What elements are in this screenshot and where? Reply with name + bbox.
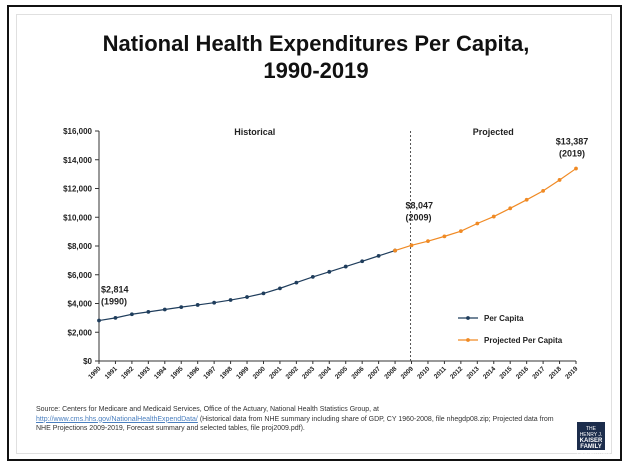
x-tick-label: 2001	[268, 365, 283, 380]
section-label-historical: Historical	[234, 127, 275, 137]
y-tick-label: $10,000	[63, 213, 92, 222]
x-tick-label: 2008	[383, 365, 398, 380]
x-tick-label: 2011	[433, 365, 448, 380]
source-note: Source: Centers for Medicare and Medicai…	[36, 405, 556, 434]
logo-line1: THE HENRY J.	[579, 426, 603, 438]
annotation-value: $13,387	[556, 137, 589, 147]
x-tick-label: 1997	[202, 365, 217, 380]
data-point	[409, 243, 414, 248]
data-point	[261, 291, 266, 296]
data-point	[278, 286, 282, 291]
source-link[interactable]: http://www.cms.hhs.gov/NationalHealthExp…	[36, 415, 198, 423]
series-line-projected	[394, 168, 577, 252]
annotation-year: (1990)	[101, 297, 127, 307]
data-point	[228, 298, 233, 302]
x-tick-label: 2018	[548, 365, 563, 380]
data-point	[393, 248, 397, 253]
data-point	[179, 305, 184, 310]
annotation-year: (2009)	[406, 212, 432, 222]
x-tick-label: 1991	[104, 365, 119, 380]
x-tick-label: 2010	[416, 365, 431, 380]
y-tick-label: $2,000	[68, 328, 93, 337]
x-tick-label: 2005	[334, 365, 349, 380]
logo-line2: KAISER	[579, 438, 603, 444]
data-point	[524, 197, 529, 202]
chart-title-line1: National Health Expenditures Per Capita,	[102, 31, 530, 56]
data-point	[426, 239, 430, 244]
y-tick-label: $16,000	[63, 127, 92, 136]
source-prefix: Source: Centers for Medicare and Medicai…	[36, 406, 379, 413]
data-point	[360, 259, 365, 264]
x-tick-label: 1994	[153, 365, 168, 380]
x-tick-label: 2007	[367, 365, 382, 380]
data-point	[541, 188, 546, 193]
data-point	[508, 206, 513, 211]
y-tick-label: $6,000	[68, 271, 93, 280]
legend-swatch-marker	[466, 338, 470, 342]
chart-title-line2: 1990-2019	[263, 58, 369, 83]
y-tick-label: $14,000	[63, 156, 92, 165]
x-tick-label: 2017	[531, 365, 546, 380]
chart-title: National Health Expenditures Per Capita,…	[0, 30, 632, 84]
data-point	[146, 309, 151, 314]
data-point	[162, 307, 167, 312]
y-tick-label: $0	[83, 357, 92, 366]
annotation-value: $8,047	[406, 200, 434, 210]
logo-line3: FAMILY	[580, 444, 602, 450]
data-point	[442, 234, 447, 239]
annotation-value: $2,814	[101, 285, 129, 295]
data-point	[376, 253, 381, 258]
data-point	[310, 274, 315, 279]
logo-line4: FOUNDATION	[577, 450, 610, 456]
x-tick-label: 1995	[169, 365, 184, 380]
x-tick-label: 1996	[186, 365, 201, 380]
data-point	[212, 300, 217, 305]
x-tick-label: 2006	[350, 365, 365, 380]
x-tick-label: 2012	[449, 365, 464, 380]
data-point	[113, 315, 118, 320]
x-tick-label: 2002	[285, 365, 300, 380]
x-tick-label: 2004	[318, 365, 333, 380]
y-tick-label: $8,000	[68, 242, 93, 251]
y-tick-label: $12,000	[63, 185, 92, 194]
data-point	[574, 166, 578, 171]
x-tick-label: 1990	[87, 365, 102, 380]
source-suffix: (Historical data from NHE summary includ…	[36, 415, 554, 433]
x-tick-label: 2014	[482, 365, 497, 380]
data-point	[343, 264, 348, 269]
x-tick-label: 2013	[466, 365, 481, 380]
data-point	[294, 280, 299, 285]
y-tick-label: $4,000	[68, 300, 93, 309]
x-tick-label: 2016	[515, 365, 530, 380]
slide-panel	[16, 14, 612, 454]
x-tick-label: 2003	[301, 365, 316, 380]
x-tick-label: 2000	[252, 365, 267, 380]
annotation-year: (2019)	[559, 149, 585, 159]
legend-swatch-marker	[466, 316, 470, 320]
legend-label: Projected Per Capita	[484, 336, 563, 345]
x-tick-label: 2019	[564, 365, 579, 380]
data-point	[491, 214, 496, 219]
data-point	[458, 229, 463, 234]
x-tick-label: 1993	[137, 365, 152, 380]
kff-logo: THE HENRY J. KAISER FAMILY FOUNDATION	[577, 422, 610, 456]
x-tick-label: 2015	[498, 365, 513, 380]
series-line-per-capita	[98, 250, 396, 322]
data-point	[327, 269, 332, 274]
data-point	[557, 178, 562, 182]
legend-label: Per Capita	[484, 314, 524, 323]
data-point	[97, 318, 101, 323]
data-point	[129, 312, 134, 317]
data-point	[245, 295, 249, 299]
data-point	[475, 221, 480, 226]
x-tick-label: 1992	[120, 365, 135, 380]
data-point	[195, 303, 200, 307]
x-tick-label: 2009	[400, 365, 415, 380]
x-tick-label: 1999	[235, 365, 250, 380]
x-tick-label: 1998	[219, 365, 234, 380]
section-label-projected: Projected	[473, 127, 514, 137]
